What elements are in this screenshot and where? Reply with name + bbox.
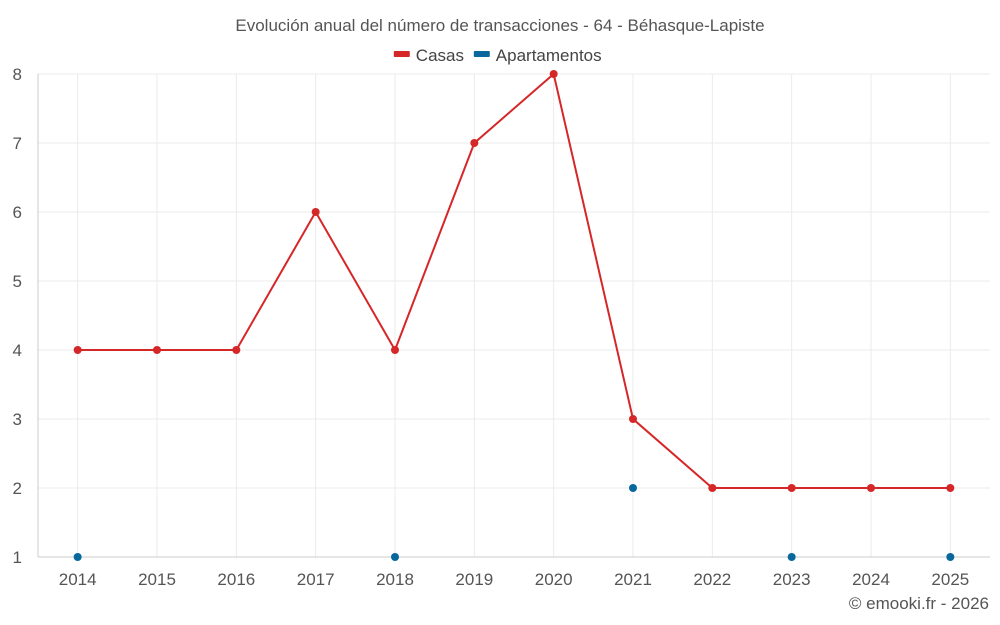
x-tick-label: 2021 bbox=[614, 570, 652, 589]
legend-item-casas: Casas bbox=[393, 46, 464, 65]
x-tick-label: 2022 bbox=[693, 570, 731, 589]
y-tick-label: 7 bbox=[13, 134, 22, 153]
x-tick-label: 2023 bbox=[773, 570, 811, 589]
data-point-casas bbox=[708, 484, 717, 492]
x-tick-label: 2025 bbox=[931, 570, 969, 589]
x-tick-label: 2024 bbox=[852, 570, 890, 589]
grid bbox=[37, 73, 990, 558]
x-axis: 2014 2015 2016 2017 2018 2019 2020 2021 2022 2023… bbox=[59, 570, 969, 589]
data-point-apartamentos bbox=[391, 553, 399, 561]
data-point-casas bbox=[311, 208, 320, 216]
legend-label-apartamentos: Apartamentos bbox=[496, 46, 602, 65]
x-tick-label: 2016 bbox=[217, 570, 255, 589]
data-point-apartamentos bbox=[787, 553, 796, 561]
data-point-casas bbox=[549, 70, 558, 78]
legend-swatch-casas bbox=[393, 51, 410, 57]
series-line-casas bbox=[77, 72, 951, 489]
data-point-casas bbox=[232, 346, 241, 354]
legend: Casas Apartamentos bbox=[393, 46, 602, 65]
y-tick-label: 1 bbox=[13, 548, 22, 567]
x-tick-label: 2020 bbox=[535, 570, 573, 589]
y-tick-label: 3 bbox=[13, 410, 22, 429]
data-point-apartamentos bbox=[946, 553, 955, 561]
x-tick-label: 2014 bbox=[59, 570, 97, 589]
x-tick-label: 2015 bbox=[138, 570, 176, 589]
x-tick-label: 2018 bbox=[376, 570, 414, 589]
data-point-casas bbox=[867, 484, 875, 492]
y-tick-label: 5 bbox=[13, 272, 22, 291]
x-tick-label: 2017 bbox=[297, 570, 335, 589]
data-point-apartamentos bbox=[73, 553, 82, 561]
y-tick-label: 4 bbox=[13, 341, 22, 360]
chart-title: Evolución anual del número de transaccio… bbox=[235, 16, 764, 35]
x-tick-label: 2019 bbox=[455, 570, 493, 589]
data-point-casas bbox=[73, 346, 82, 354]
y-tick-label: 2 bbox=[13, 479, 22, 498]
y-tick-label: 8 bbox=[13, 65, 22, 84]
data-point-casas bbox=[946, 484, 955, 492]
data-point-casas bbox=[629, 415, 637, 423]
series-group bbox=[73, 70, 955, 561]
data-point-casas bbox=[787, 484, 796, 492]
data-point-casas bbox=[391, 346, 399, 354]
data-point-casas bbox=[153, 346, 161, 354]
y-axis: 1 2 3 4 5 6 7 8 bbox=[13, 65, 22, 567]
y-tick-label: 6 bbox=[13, 203, 22, 222]
legend-item-apartamentos: Apartamentos bbox=[473, 46, 602, 65]
data-point-apartamentos bbox=[629, 484, 637, 492]
data-point-casas bbox=[470, 139, 479, 147]
legend-label-casas: Casas bbox=[416, 46, 464, 65]
legend-swatch-apartamentos bbox=[473, 51, 490, 57]
credit-text: © emooki.fr - 2026 bbox=[849, 594, 989, 613]
